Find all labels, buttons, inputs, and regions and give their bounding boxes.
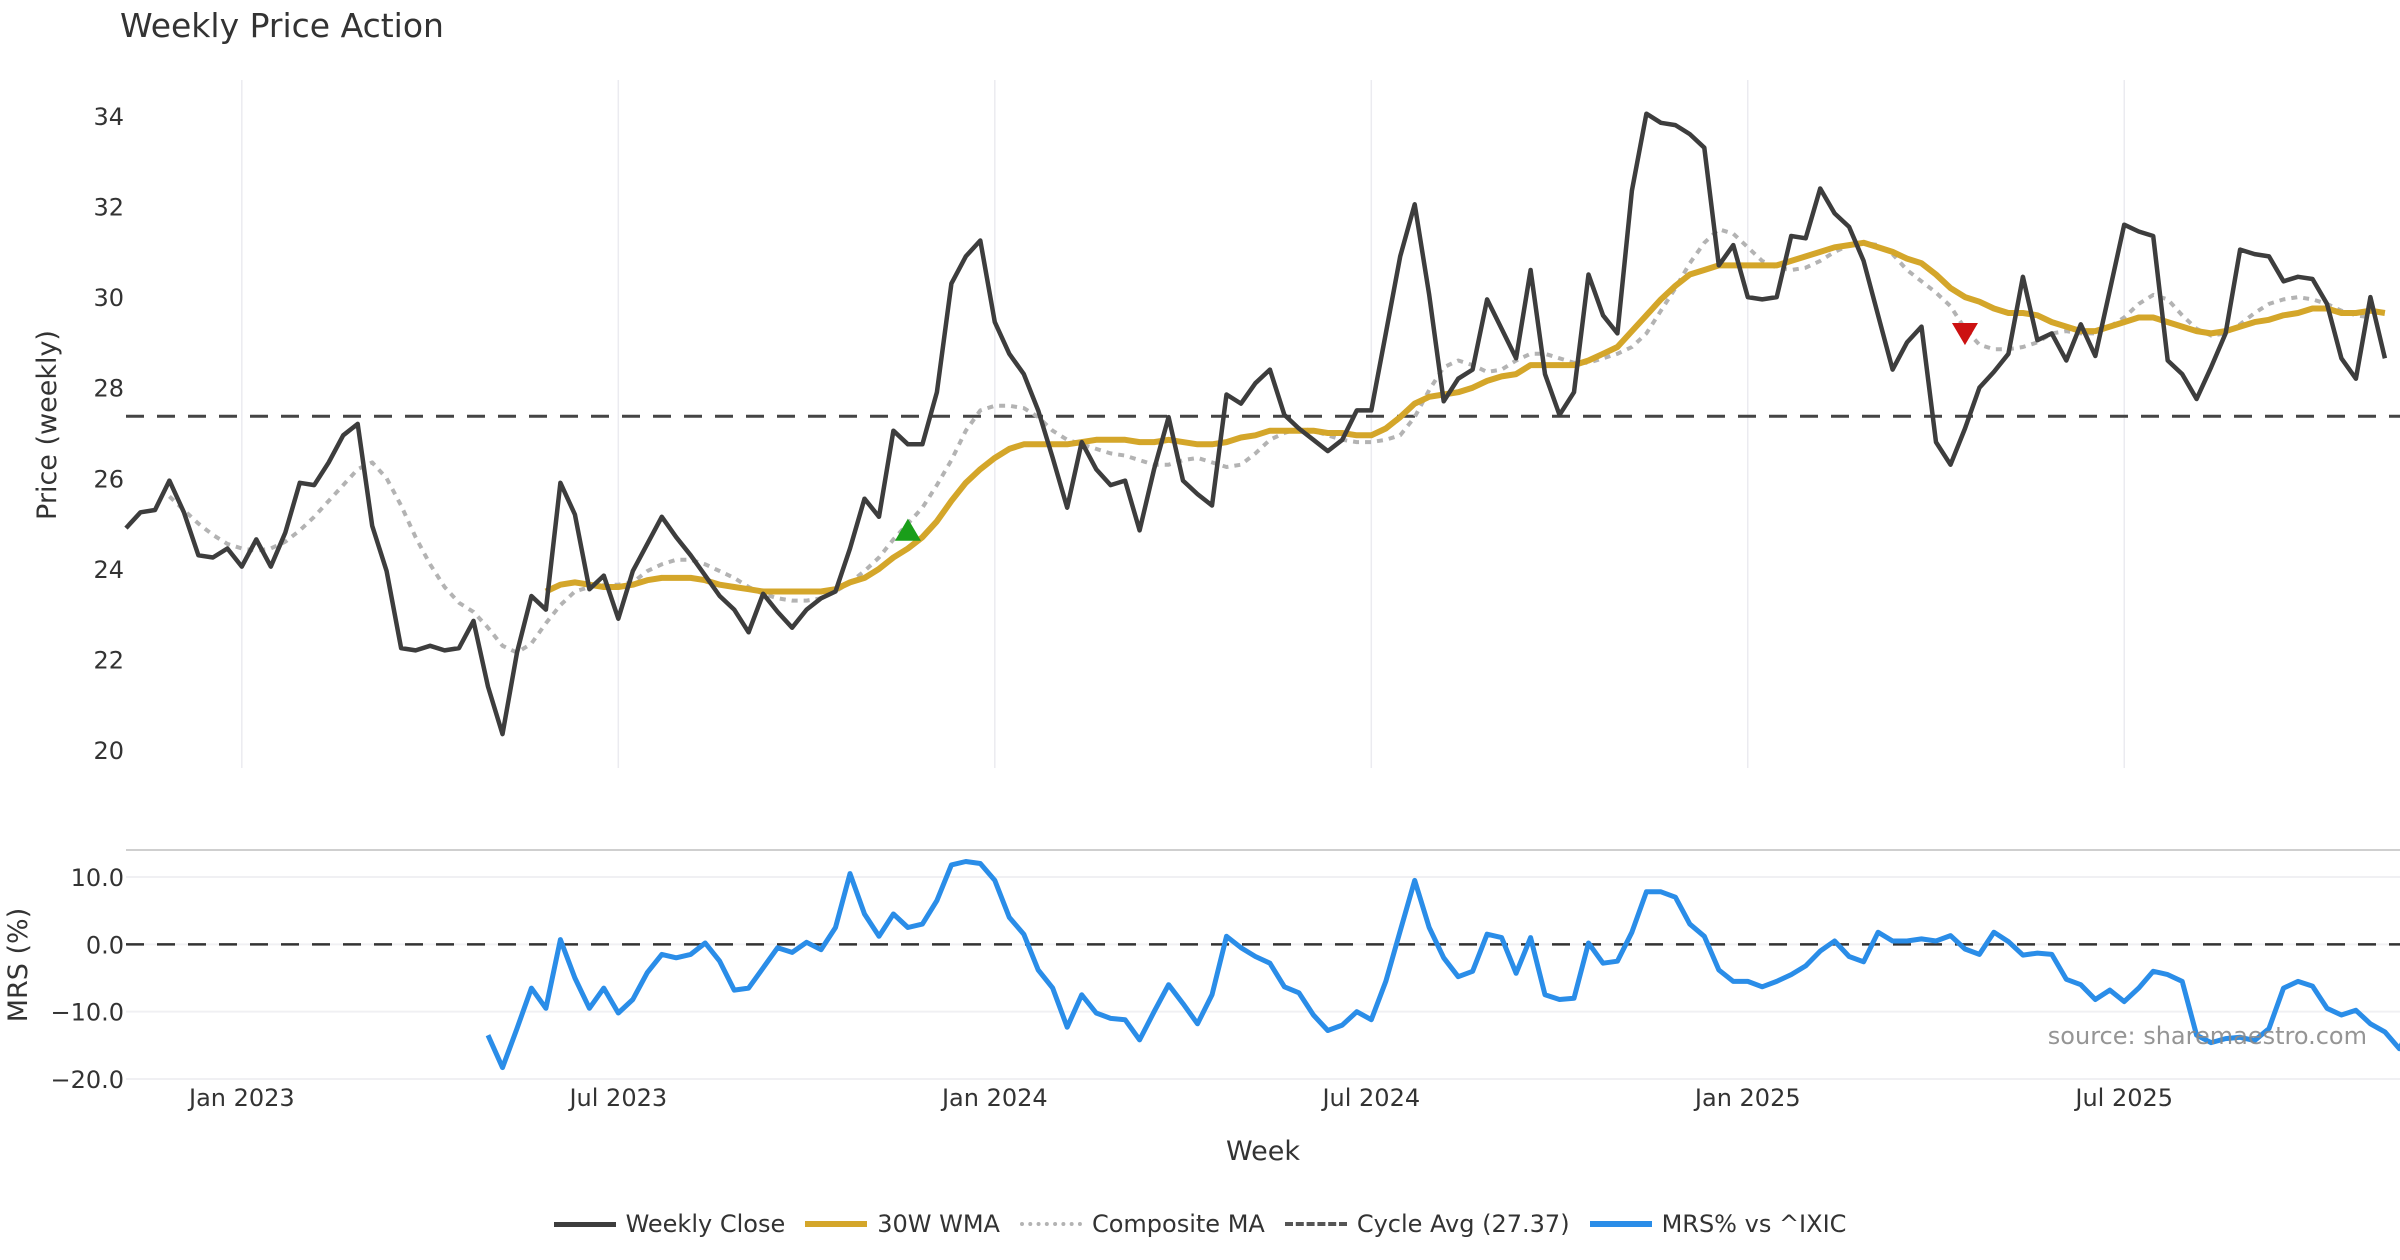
composite-ma-line: [168, 227, 2371, 655]
x-tick-label: Jan 2023: [187, 1084, 295, 1112]
source-annotation: source: sharemaestro.com: [2048, 1022, 2367, 1050]
sell-signal-marker: [1951, 322, 1978, 346]
price-y-tick-label: 28: [93, 375, 124, 403]
legend-label: MRS% vs ^IXIC: [1661, 1210, 1847, 1238]
x-tick-label: Jul 2024: [1320, 1084, 1420, 1112]
series-layer: [124, 111, 2400, 1071]
grid-layer: [126, 80, 2400, 1080]
mrs-y-tick-label: −10.0: [50, 999, 124, 1027]
legend-swatch-30w-wma: [805, 1221, 868, 1227]
legend: Weekly Close 30W WMA Composite MA Cycle …: [0, 1210, 2400, 1238]
x-tick-label: Jul 2025: [2073, 1084, 2173, 1112]
price-y-tick-label: 26: [93, 465, 124, 493]
mrs-y-tick-label: 10.0: [71, 864, 124, 892]
x-tick-label: Jan 2024: [940, 1084, 1048, 1112]
marker-layer: [894, 322, 1978, 541]
mrs-y-tick-label: 0.0: [86, 931, 124, 959]
mrs-y-axis-label: MRS (%): [3, 908, 34, 1023]
price-y-tick-label: 30: [93, 284, 124, 312]
legend-label: Weekly Close: [625, 1210, 786, 1238]
chart-title: Weekly Price Action: [120, 6, 444, 45]
legend-label: Cycle Avg (27.37): [1356, 1210, 1570, 1238]
x-tick-label: Jan 2025: [1693, 1084, 1801, 1112]
legend-item-weekly-close[interactable]: Weekly Close: [553, 1210, 786, 1238]
reference-lines: [126, 414, 2400, 946]
mrs-y-tick-label: −20.0: [50, 1066, 124, 1094]
legend-item-30w-wma[interactable]: 30W WMA: [805, 1210, 1000, 1238]
legend-label: Composite MA: [1091, 1210, 1265, 1238]
x-tick-label: Jul 2023: [567, 1084, 667, 1112]
price-y-tick-label: 34: [93, 103, 124, 131]
mrs-line: [485, 859, 2400, 1071]
legend-item-cycle-avg[interactable]: Cycle Avg (27.37): [1284, 1210, 1570, 1238]
buy-signal-marker: [894, 518, 921, 541]
axis-layer: Jan 2023 Jul 2023 Jan 2024 Jul 2024 Jan 2025…: [50, 103, 2173, 1112]
legend-swatch-mrs: [1589, 1221, 1652, 1227]
legend-swatch-weekly-close: [553, 1221, 616, 1227]
price-y-tick-label: 32: [93, 194, 124, 222]
price-y-tick-label: 22: [93, 646, 124, 674]
legend-swatch-composite-ma: [1019, 1222, 1082, 1226]
legend-swatch-cycle-avg: [1284, 1222, 1347, 1226]
legend-item-mrs[interactable]: MRS% vs ^IXIC: [1589, 1210, 1847, 1238]
legend-label: 30W WMA: [877, 1210, 1000, 1238]
price-y-tick-label: 20: [93, 737, 124, 765]
legend-item-composite-ma[interactable]: Composite MA: [1019, 1210, 1265, 1238]
weekly-close-line: [124, 111, 2388, 737]
x-axis-label: Week: [1226, 1136, 1300, 1167]
price-y-tick-label: 24: [93, 556, 124, 584]
price-y-axis-label: Price (weekly): [32, 330, 63, 520]
